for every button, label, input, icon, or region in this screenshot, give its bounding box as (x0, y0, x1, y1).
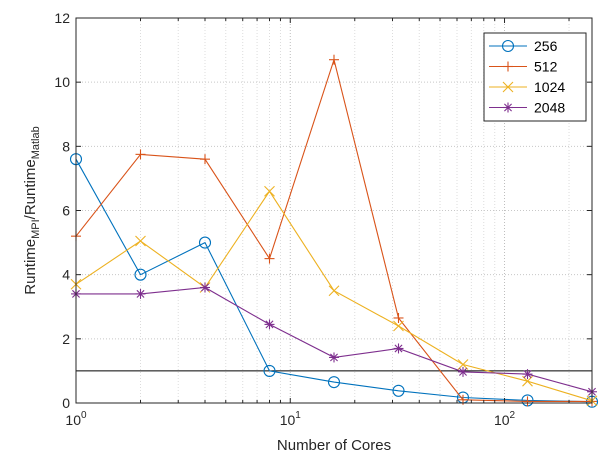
y-label-sep: /Runtime (22, 159, 39, 219)
data-point (200, 154, 210, 165)
y-tick-label: 10 (54, 74, 70, 90)
data-point (327, 376, 341, 389)
legend-label: 512 (534, 59, 558, 75)
data-point (393, 312, 404, 323)
y-tick-label: 0 (62, 395, 70, 411)
data-point (264, 253, 275, 264)
y-tick-label: 6 (62, 203, 70, 219)
legend-marker (502, 81, 514, 93)
data-point (458, 366, 468, 377)
y-axis-label: RuntimeMPI/RuntimeMatlab (22, 126, 42, 294)
data-point (329, 54, 339, 65)
y-tick-label: 2 (62, 331, 70, 347)
data-point (392, 384, 405, 397)
axis-ticks: 0 2 4 6 8 10 12 100 101 102 (54, 10, 592, 428)
y-label-sub-matlab: Matlab (30, 126, 42, 159)
x-tick-label: 102 (494, 410, 516, 428)
legend-marker (501, 39, 515, 53)
legend-marker (503, 61, 513, 72)
legend-item-2048: 2048 (489, 100, 565, 116)
y-label-base: Runtime (22, 239, 39, 295)
data-point (135, 288, 146, 299)
x-axis-label: Number of Cores (277, 437, 391, 454)
data-point (457, 359, 469, 370)
x-tick-label: 100 (65, 410, 87, 428)
data-point (135, 235, 146, 247)
data-point (134, 268, 147, 281)
series-1024 (70, 185, 598, 407)
series-line-1024 (75, 190, 593, 402)
legend-box (483, 32, 587, 122)
legend-label: 2048 (534, 100, 565, 116)
y-tick-label: 4 (62, 267, 70, 283)
series-256 (69, 153, 599, 408)
legend-item-1024: 1024 (489, 79, 565, 95)
data-point (264, 185, 275, 197)
y-tick-label: 8 (62, 138, 70, 154)
legend-label: 1024 (534, 79, 565, 95)
data-point (263, 364, 276, 377)
series-line-256 (75, 158, 593, 403)
legend: 256 512 1024 2048 (483, 32, 587, 122)
legend-item-512: 512 (489, 59, 558, 75)
data-point (522, 369, 533, 380)
y-tick-label: 12 (54, 10, 70, 26)
data-point (200, 282, 210, 293)
data-point (393, 320, 404, 332)
legend-item-256: 256 (489, 38, 558, 54)
data-point (522, 396, 533, 407)
data-point (264, 319, 275, 330)
series-512 (71, 54, 597, 407)
data-point (393, 343, 404, 354)
series-2048 (71, 282, 597, 397)
data-point (198, 236, 212, 249)
y-label-sub-mpi: MPI (30, 219, 42, 239)
data-point (135, 149, 146, 160)
legend-marker (503, 102, 513, 113)
data-point (329, 352, 339, 363)
legend-label: 256 (534, 38, 558, 54)
data-point (328, 285, 340, 297)
x-tick-label: 101 (280, 410, 302, 428)
